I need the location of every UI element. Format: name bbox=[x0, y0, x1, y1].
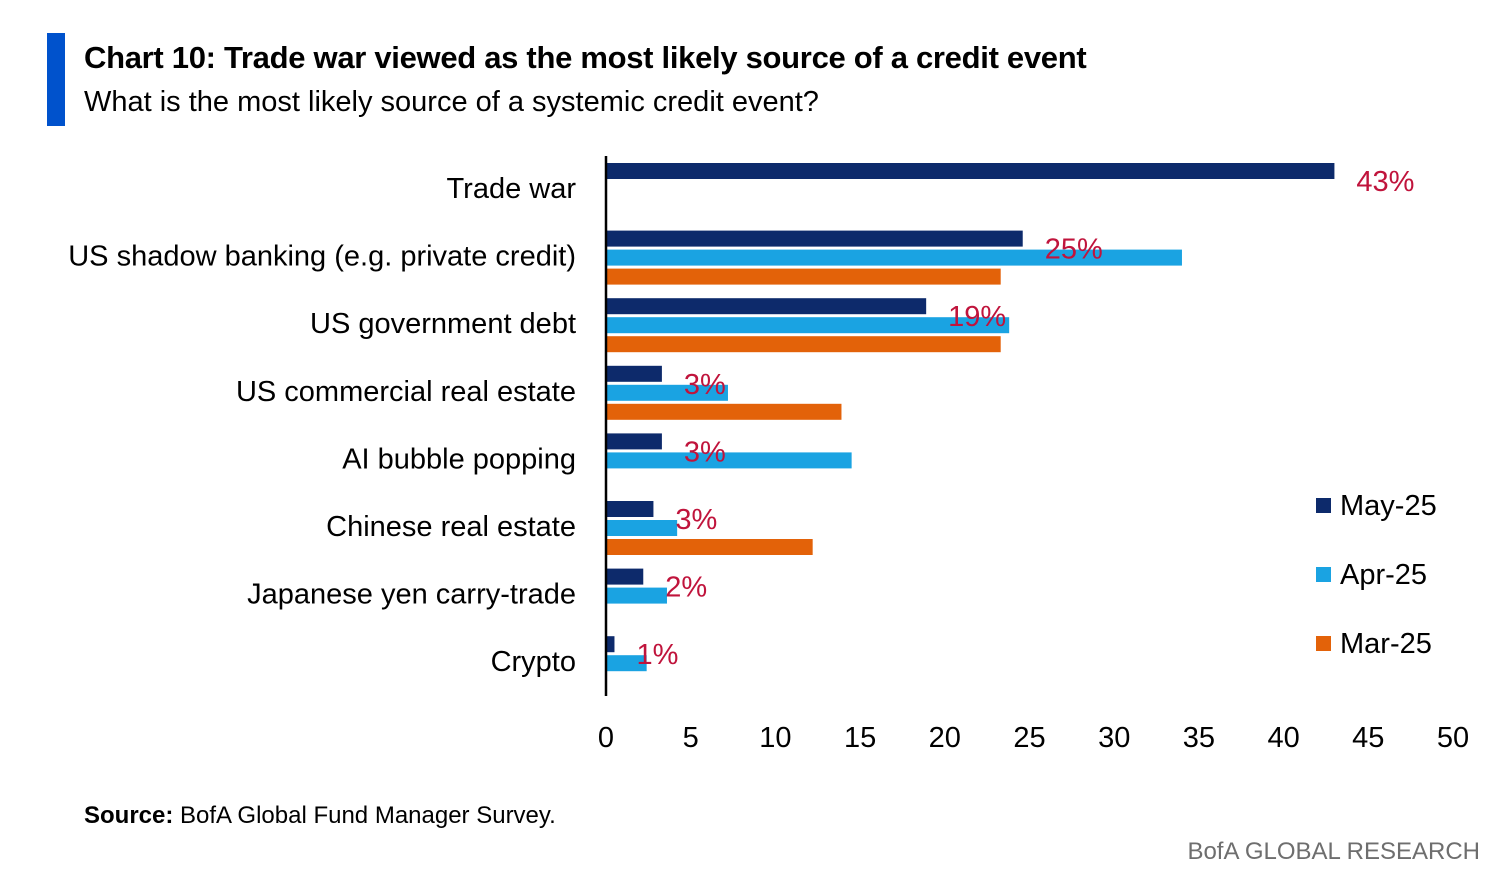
bar-apr-25 bbox=[606, 249, 1182, 266]
category-label: Chinese real estate bbox=[326, 511, 576, 543]
category-label: AI bubble popping bbox=[342, 443, 576, 475]
bar-mar-25 bbox=[606, 403, 842, 420]
bar-may-25 bbox=[606, 501, 654, 517]
legend-swatch-apr-25 bbox=[1316, 567, 1331, 582]
bar-mar-25 bbox=[606, 539, 813, 555]
bar-mar-25 bbox=[606, 336, 1001, 353]
chart-title: Chart 10: Trade war viewed as the most l… bbox=[84, 40, 1087, 75]
title-accent-bar bbox=[47, 33, 65, 126]
x-tick-label: 30 bbox=[1098, 722, 1130, 754]
bar-apr-25 bbox=[606, 655, 647, 672]
x-tick-label: 15 bbox=[844, 722, 876, 754]
x-tick-label: 10 bbox=[759, 722, 791, 754]
bar-may-25 bbox=[606, 163, 1335, 179]
data-label: 3% bbox=[684, 369, 726, 401]
x-tick-label: 20 bbox=[929, 722, 961, 754]
bar-apr-25 bbox=[606, 520, 678, 536]
category-label: US commercial real estate bbox=[236, 376, 576, 408]
data-label: 3% bbox=[684, 436, 726, 468]
x-tick-label: 0 bbox=[598, 722, 614, 754]
legend-swatch-mar-25 bbox=[1316, 636, 1331, 651]
data-label: 2% bbox=[665, 572, 707, 604]
x-tick-label: 5 bbox=[683, 722, 699, 754]
x-tick-label: 45 bbox=[1352, 722, 1384, 754]
bar-may-25 bbox=[606, 636, 615, 653]
category-label: US government debt bbox=[310, 308, 576, 340]
data-label: 43% bbox=[1356, 166, 1414, 198]
brand-footer: BofA GLOBAL RESEARCH bbox=[1187, 838, 1480, 865]
bar-apr-25 bbox=[606, 452, 852, 469]
bar-may-25 bbox=[606, 298, 927, 315]
category-label: Japanese yen carry-trade bbox=[247, 579, 576, 611]
data-label: 25% bbox=[1045, 234, 1103, 266]
bar-apr-25 bbox=[606, 317, 1010, 334]
legend-label-may-25: May-25 bbox=[1340, 490, 1437, 522]
category-label: Crypto bbox=[491, 646, 576, 678]
legend-swatch-may-25 bbox=[1316, 498, 1331, 513]
category-label: Trade war bbox=[447, 173, 577, 205]
x-tick-label: 50 bbox=[1437, 722, 1469, 754]
bar-apr-25 bbox=[606, 384, 728, 401]
bar-apr-25 bbox=[606, 587, 667, 604]
legend-label-apr-25: Apr-25 bbox=[1340, 559, 1427, 591]
source-text: BofA Global Fund Manager Survey. bbox=[180, 802, 556, 829]
bar-may-25 bbox=[606, 230, 1023, 247]
bar-may-25 bbox=[606, 568, 644, 585]
bar-mar-25 bbox=[606, 268, 1001, 285]
legend-label-mar-25: Mar-25 bbox=[1340, 628, 1432, 660]
data-label: 19% bbox=[948, 301, 1006, 333]
bar-chart: Trade war 43% US shadow banking (e.g. priv… bbox=[68, 156, 1469, 754]
x-tick-label: 35 bbox=[1183, 722, 1215, 754]
source-note: Source: BofA Global Fund Manager Survey. bbox=[84, 802, 556, 830]
source-label: Source: bbox=[84, 802, 174, 829]
data-label: 1% bbox=[636, 639, 678, 671]
category-label: US shadow banking (e.g. private credit) bbox=[68, 241, 576, 273]
x-tick-label: 40 bbox=[1267, 722, 1299, 754]
chart-subtitle: What is the most likely source of a syst… bbox=[84, 86, 819, 118]
bar-may-25 bbox=[606, 365, 662, 382]
data-label: 3% bbox=[675, 504, 717, 536]
x-tick-label: 25 bbox=[1013, 722, 1045, 754]
bar-may-25 bbox=[606, 433, 662, 450]
